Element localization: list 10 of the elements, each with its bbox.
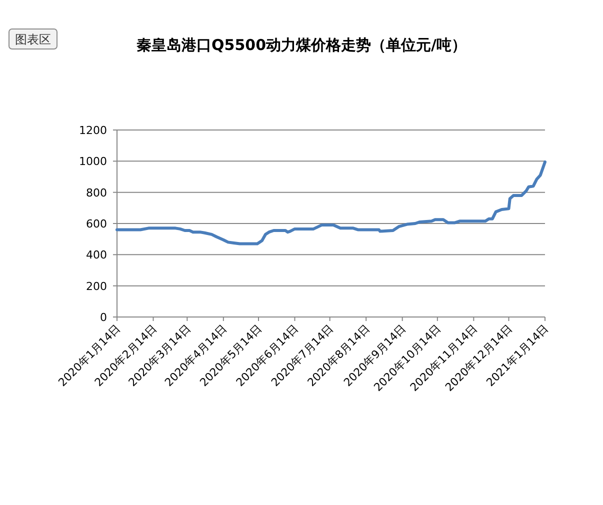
y-tick-label: 800 <box>86 186 107 200</box>
y-tick-label: 200 <box>86 280 107 293</box>
chart-title: 秦皇岛港口Q5500动力煤价格走势（单位元/吨） <box>136 36 466 54</box>
y-tick-label: 400 <box>86 248 107 262</box>
y-tick-label: 600 <box>86 218 107 230</box>
y-tick-label: 1200 <box>79 124 107 137</box>
y-tick-label: 0 <box>100 311 107 324</box>
text: 图表区 <box>15 32 51 46</box>
line-series <box>116 160 546 246</box>
y-tick-label: 1000 <box>79 155 107 168</box>
